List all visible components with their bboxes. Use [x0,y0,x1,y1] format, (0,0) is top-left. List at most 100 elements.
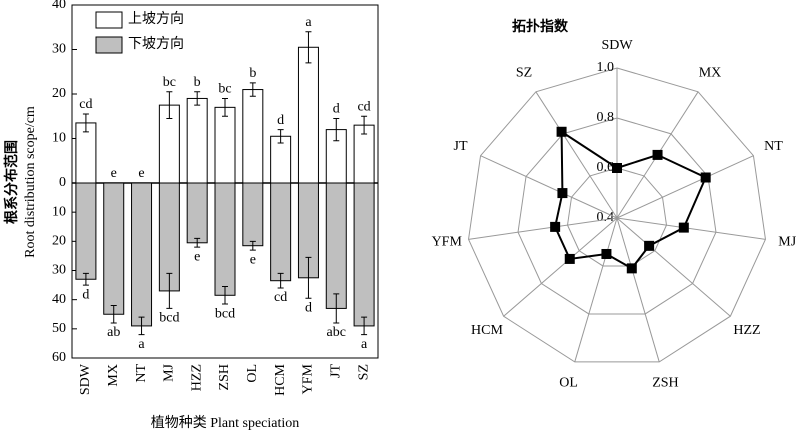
error-bar [110,305,117,324]
error-bar [305,31,312,64]
y-tick-label: 50 [52,321,66,336]
chart-title: 拓扑指数 [512,18,569,35]
significance-label: a [138,337,145,352]
radar-point [550,221,561,232]
axis-label: MJ [778,235,796,250]
spoke [535,91,618,219]
significance-label: e [194,249,200,264]
error-bar [222,286,228,305]
error-bar [277,272,284,289]
error-bar [277,129,284,144]
spoke [616,217,731,317]
error-bar [166,91,173,119]
error-bar [333,293,340,324]
significance-label: bc [218,82,231,97]
grid-ring [517,117,717,315]
legend-swatch [95,36,123,54]
radar-line [554,129,707,270]
axis-label: JT [454,139,468,154]
y-tick-label: 60 [52,350,66,365]
bar [353,182,375,327]
significance-label: b [249,66,256,81]
radar-point [557,188,568,199]
y-tick-label: 40 [52,0,66,12]
significance-label: e [111,166,117,181]
significance-label: a [361,337,368,352]
significance-label: abc [327,325,346,340]
axis-label: HCM [471,323,503,338]
significance-label: bcd [215,306,235,321]
y-tick-label: 30 [52,42,66,57]
x-tick-label: OL [245,364,260,383]
axis-label: NT [764,139,783,154]
radar-point [700,172,711,183]
error-bar [194,237,201,248]
significance-label: ab [107,325,120,340]
error-bar [222,97,228,117]
significance-label: cd [79,97,92,112]
radar-point [678,222,689,233]
r-tick-label: 0.4 [597,210,615,225]
axis-label: OL [559,375,578,390]
r-tick-label: 0.6 [597,160,615,175]
radar-point [626,263,637,274]
significance-label: d [82,287,89,302]
significance-label: d [277,113,284,128]
radar-point [652,149,663,160]
y-axis-title: 根系分布范围 [3,140,20,224]
error-bar [82,113,89,133]
bar [325,182,347,309]
radar-point [601,248,612,259]
legend-label: 上坡方向 [128,11,184,27]
bar [242,89,264,184]
radar-point [556,126,567,137]
x-tick-label: MJ [162,363,177,381]
bar [131,182,153,327]
bar [75,182,97,280]
axis-label: SDW [601,38,633,53]
significance-label: a [305,15,312,30]
x-tick-label: JT [328,364,343,378]
y-tick-label: 40 [52,292,66,307]
r-tick-label: 1.0 [597,60,615,75]
bar [103,182,125,315]
bar [186,97,208,184]
y-tick-label: 30 [52,263,66,278]
error-bar [333,117,340,142]
legend-label: 下坡方向 [128,36,184,52]
bar [242,182,264,247]
x-tick-label: HZZ [189,364,204,391]
y-tick-label: 20 [52,86,66,101]
spoke [616,217,660,363]
significance-label: bcd [159,311,179,326]
axis-label: SZ [516,66,532,81]
significance-label: cd [274,290,287,305]
significance-label: e [250,252,256,267]
bar [186,182,208,244]
significance-label: b [194,75,201,90]
radar-point [564,253,575,264]
x-tick-label: ZSH [217,364,232,390]
radar-point [612,163,622,173]
bar [214,182,236,296]
x-tick-label: SDW [78,363,93,395]
x-tick-label: SZ [356,364,371,380]
bar [270,182,292,282]
spoke [503,217,618,317]
significance-label: d [333,102,340,117]
radar-point [644,240,655,251]
y-tick-label: 10 [52,131,66,146]
plot-frame [71,4,379,359]
bar [297,46,319,184]
error-bar [249,82,256,97]
spoke [480,155,618,219]
axis-label: ZSH [652,375,678,390]
error-bar [249,240,256,251]
axis-label: YFM [432,235,463,250]
legend-swatch [95,11,123,29]
spoke [574,217,618,363]
x-tick-label: HCM [273,363,288,395]
spoke [468,217,618,240]
grid-ring [566,167,668,267]
